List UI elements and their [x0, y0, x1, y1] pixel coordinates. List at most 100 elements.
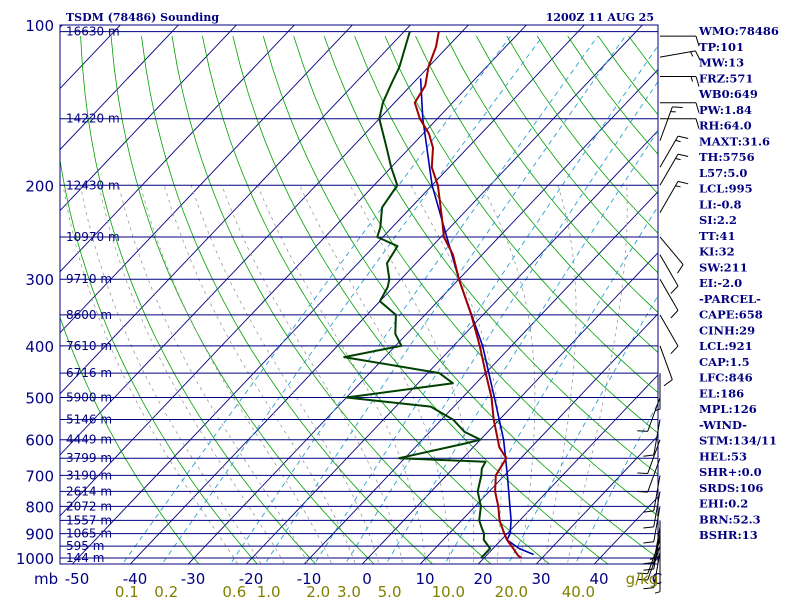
height-label: 1065 m	[66, 527, 112, 541]
mixing-ratio-unit-label: g/kg	[626, 570, 659, 588]
temperature-tick-label: -10	[297, 570, 322, 588]
wind-barb-flag	[670, 310, 679, 319]
index-line: CAP:1.5	[699, 355, 750, 369]
wind-barb	[637, 439, 661, 475]
index-line: BRN:52.3	[699, 512, 761, 526]
isotherm-line	[60, 25, 295, 273]
moist-adiabat-line	[349, 185, 475, 564]
wind-barb-half-flag	[675, 185, 681, 188]
station-title: TSDM (78486) Sounding	[66, 11, 219, 24]
index-line: LCL:995	[699, 182, 753, 196]
moist-adiabat-line	[543, 185, 577, 564]
dry-adiabat-line	[232, 36, 609, 564]
index-line: LCL:921	[699, 339, 753, 353]
index-line: TH:5756	[699, 150, 755, 164]
index-line: HEL:53	[699, 449, 747, 463]
dry-adiabat-line	[354, 35, 658, 434]
temperature-tick-label: -30	[181, 570, 206, 588]
height-label: 8600 m	[66, 308, 112, 322]
wind-barb-staff	[647, 458, 661, 493]
wind-barb	[660, 35, 700, 47]
wind-barb-staff	[659, 50, 696, 58]
temperature-tick-label: 20	[473, 570, 492, 588]
wind-barb-staff	[659, 345, 673, 380]
wind-barb	[659, 106, 683, 141]
wind-barb-staff	[647, 439, 661, 474]
isotherm-line	[60, 25, 237, 212]
dry-adiabat-line	[171, 36, 492, 564]
mixing-ratio-tick-label: 20.0	[495, 583, 528, 600]
mixing-ratio-tick-label: 2.0	[306, 583, 330, 600]
wind-barb	[659, 345, 673, 387]
wind-barb-flag	[643, 510, 654, 513]
index-line: SRDS:106	[699, 481, 763, 495]
wind-barb-flag	[670, 345, 679, 355]
wind-barb	[660, 102, 700, 113]
wind-barb	[654, 373, 661, 412]
index-line: LFC:846	[699, 371, 753, 385]
wind-barb-staff	[653, 533, 661, 570]
mixing-ratio-line	[507, 294, 658, 564]
index-line: -PARCEL-	[699, 292, 761, 306]
wind-barb-half-flag	[654, 591, 661, 594]
wind-barb-staff	[653, 552, 661, 588]
wind-barb-staff	[653, 419, 661, 456]
wind-barb	[659, 180, 689, 213]
index-line: -WIND-	[699, 418, 747, 432]
mixing-ratio-line	[264, 35, 626, 564]
wind-barbs	[637, 35, 701, 594]
height-label: 7610 m	[66, 339, 112, 353]
dry-adiabat-line	[445, 35, 658, 314]
height-label: 1557 m	[66, 513, 112, 527]
temperature-tick-label: -40	[123, 570, 148, 588]
moist-adiabat-line	[190, 185, 380, 564]
mixing-ratio-tick-label: 5.0	[378, 583, 402, 600]
wind-barb	[637, 545, 661, 581]
mixing-ratio-line	[444, 205, 658, 564]
dewpoint-trace	[343, 31, 492, 559]
pressure-unit-label: mb	[34, 570, 58, 588]
temperature-axis-labels: -50 -40 -30 -20 -10 0 10 20 30 40 C	[65, 570, 662, 588]
index-line: SI:2.2	[699, 213, 737, 227]
mixing-ratio-tick-label: 0.1	[115, 583, 139, 600]
dry-adiabat-line	[476, 35, 658, 274]
isotherm-line	[129, 25, 643, 564]
wind-barb-flag	[637, 472, 648, 475]
isotherm-line	[60, 25, 179, 151]
wind-barb	[660, 118, 700, 129]
index-line: SW:211	[699, 260, 748, 274]
isotherm-line	[303, 191, 658, 564]
index-line: FRZ:571	[699, 71, 753, 85]
index-line: KI:32	[699, 245, 735, 259]
wind-barb-half-flag	[675, 157, 681, 161]
wind-barb	[659, 153, 689, 186]
mixing-ratio-line	[344, 80, 658, 564]
index-line: L57:5.0	[699, 166, 747, 180]
pressure-tick-label: 700	[25, 467, 54, 485]
isotherm-line	[477, 374, 658, 564]
index-line: MAXT:31.6	[699, 134, 770, 148]
wind-barb-flag	[695, 50, 701, 61]
index-line: TT:41	[699, 229, 736, 243]
index-line: CINH:29	[699, 323, 755, 337]
wind-barb	[643, 419, 661, 457]
wind-barb	[659, 50, 701, 61]
moist-adiabat-line	[481, 185, 536, 564]
wind-barb	[654, 555, 661, 594]
wind-barb-staff	[659, 314, 679, 347]
index-line: PW:1.84	[699, 103, 752, 117]
wind-barb-staff	[659, 236, 684, 265]
isotherm-line	[60, 25, 469, 456]
mixing-ratio-tick-label: 40.0	[562, 583, 595, 600]
wind-barb-flag	[643, 526, 654, 529]
mixing-ratio-line	[122, 35, 511, 564]
moist-adiabat-line	[98, 185, 286, 564]
wind-barb	[649, 520, 661, 560]
wind-barb-flag	[643, 587, 654, 590]
wind-barb	[643, 552, 661, 590]
wind-barb-flag	[637, 578, 648, 581]
dry-adiabat-line	[415, 35, 658, 353]
index-line: EI:-2.0	[699, 276, 742, 290]
mixing-ratio-tick-label: 10.0	[432, 583, 465, 600]
index-line: CAPE:658	[699, 308, 763, 322]
